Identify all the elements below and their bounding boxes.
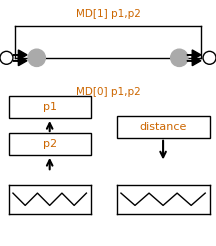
Text: p2: p2	[43, 139, 57, 149]
Text: p1: p1	[43, 102, 57, 112]
Ellipse shape	[171, 49, 188, 66]
Bar	[117, 116, 210, 138]
Text: MD[0] p1,p2: MD[0] p1,p2	[76, 87, 140, 97]
Text: distance: distance	[139, 122, 187, 132]
Ellipse shape	[28, 49, 45, 66]
FancyArrow shape	[187, 56, 201, 66]
FancyArrow shape	[13, 50, 27, 60]
Ellipse shape	[203, 51, 216, 64]
FancyArrow shape	[187, 50, 201, 60]
Text: MD[1] p1,p2: MD[1] p1,p2	[76, 9, 140, 19]
Bar	[9, 133, 91, 155]
Ellipse shape	[0, 51, 13, 64]
FancyArrow shape	[13, 56, 27, 66]
Bar	[9, 96, 91, 118]
